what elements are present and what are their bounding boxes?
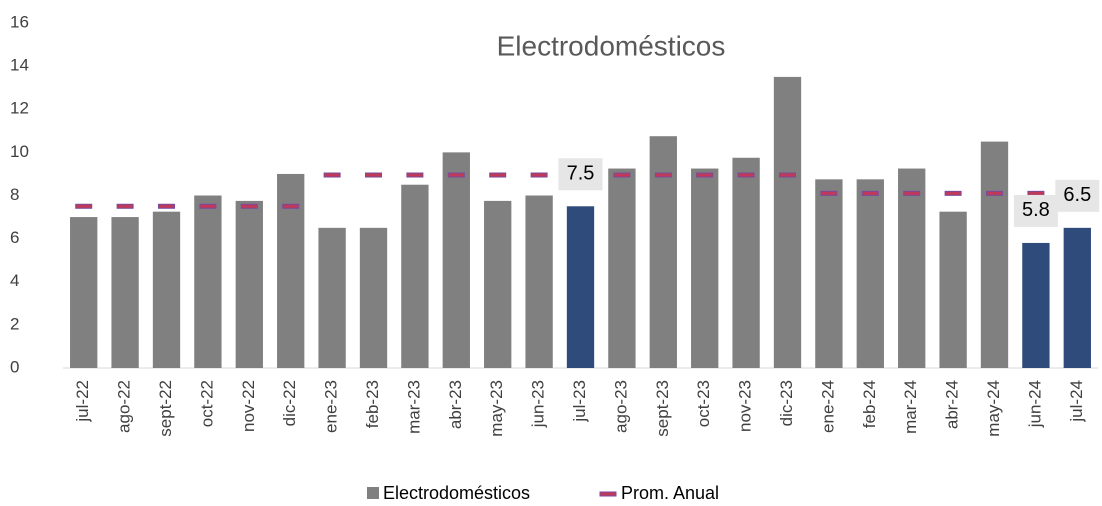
average-marker	[986, 190, 1003, 196]
x-tick-label: ene-24	[818, 380, 837, 433]
x-tick-label: oct-22	[197, 380, 216, 427]
y-tick-label: 2	[10, 314, 19, 333]
x-tick-label: sept-22	[156, 380, 175, 437]
x-tick-label: jul-22	[73, 380, 92, 423]
y-tick-label: 10	[10, 142, 29, 161]
y-tick-label: 8	[10, 185, 19, 204]
bar	[980, 141, 1009, 368]
x-tick-label: nov-23	[736, 380, 755, 432]
bar	[1063, 227, 1091, 368]
average-marker	[530, 172, 548, 178]
average-marker	[654, 172, 672, 178]
legend-swatch	[599, 491, 617, 497]
y-tick-label: 16	[10, 12, 29, 31]
bar	[773, 76, 802, 368]
average-marker	[696, 172, 714, 178]
average-marker	[447, 172, 465, 178]
bar	[111, 217, 139, 368]
bar	[691, 168, 719, 368]
average-marker	[613, 172, 631, 178]
bar	[898, 168, 926, 368]
chart-title: Electrodomésticos	[497, 30, 726, 61]
bar	[318, 227, 346, 368]
average-marker	[116, 203, 134, 209]
bar	[608, 168, 636, 368]
x-tick-label: nov-22	[239, 380, 258, 432]
y-tick-label: 12	[10, 99, 29, 118]
average-marker	[323, 172, 341, 178]
x-tick-label: ago-22	[115, 380, 134, 433]
data-label-box	[1055, 179, 1100, 212]
bar	[1022, 242, 1050, 368]
data-label-box	[558, 158, 603, 191]
y-tick-label: 6	[10, 228, 19, 247]
bar	[856, 179, 884, 368]
legend-label: Prom. Anual	[621, 483, 719, 503]
data-label: 5.8	[1022, 199, 1050, 221]
bar	[566, 206, 595, 368]
average-marker	[199, 203, 217, 209]
bar	[484, 200, 512, 368]
bar	[152, 211, 181, 368]
x-tick-label: jun-24	[1025, 380, 1044, 428]
x-tick-label: jul-23	[570, 380, 589, 423]
x-tick-label: mar-23	[404, 380, 423, 434]
average-marker	[779, 172, 796, 178]
average-marker	[489, 172, 507, 178]
legend-swatch	[367, 487, 379, 499]
bar	[525, 195, 553, 368]
x-tick-label: mar-24	[901, 380, 920, 434]
bar	[277, 173, 305, 368]
bar	[194, 195, 222, 368]
average-marker	[1027, 190, 1045, 196]
x-tick-label: jun-23	[529, 380, 548, 428]
x-tick-label: may-23	[487, 380, 506, 437]
average-marker	[903, 190, 921, 196]
average-marker	[737, 172, 755, 178]
data-label-box	[1013, 194, 1058, 227]
x-tick-label: feb-23	[363, 380, 382, 428]
y-tick-label: 0	[10, 357, 19, 376]
data-label: 7.5	[567, 163, 595, 185]
y-tick-label: 14	[10, 56, 29, 75]
average-marker	[944, 190, 962, 196]
bar	[359, 227, 388, 368]
x-tick-label: feb-24	[860, 380, 879, 428]
average-marker	[282, 203, 300, 209]
y-tick-label: 4	[10, 271, 19, 290]
average-marker	[240, 203, 258, 209]
average-marker	[365, 172, 382, 178]
x-tick-label: dic-23	[777, 380, 796, 426]
bar	[442, 152, 470, 368]
x-tick-label: ago-23	[611, 380, 630, 433]
bar	[939, 211, 967, 368]
x-tick-label: abr-23	[446, 380, 465, 429]
data-label: 6.5	[1063, 184, 1091, 206]
bar	[649, 136, 677, 368]
average-marker	[158, 203, 175, 209]
bar	[732, 157, 760, 368]
bar	[401, 184, 429, 368]
average-marker	[406, 172, 424, 178]
x-tick-label: oct-23	[694, 380, 713, 427]
average-marker	[820, 190, 838, 196]
bar	[70, 217, 98, 368]
x-tick-label: ene-23	[322, 380, 341, 433]
bar	[235, 200, 263, 368]
average-marker	[75, 203, 93, 209]
x-tick-label: abr-24	[943, 380, 962, 429]
x-tick-label: jul-24	[1067, 380, 1086, 423]
bar	[815, 179, 843, 368]
x-tick-label: may-24	[984, 380, 1003, 437]
average-marker	[861, 190, 879, 196]
x-tick-label: dic-22	[280, 380, 299, 426]
x-tick-label: sept-23	[653, 380, 672, 437]
legend-label: Electrodomésticos	[383, 483, 530, 503]
